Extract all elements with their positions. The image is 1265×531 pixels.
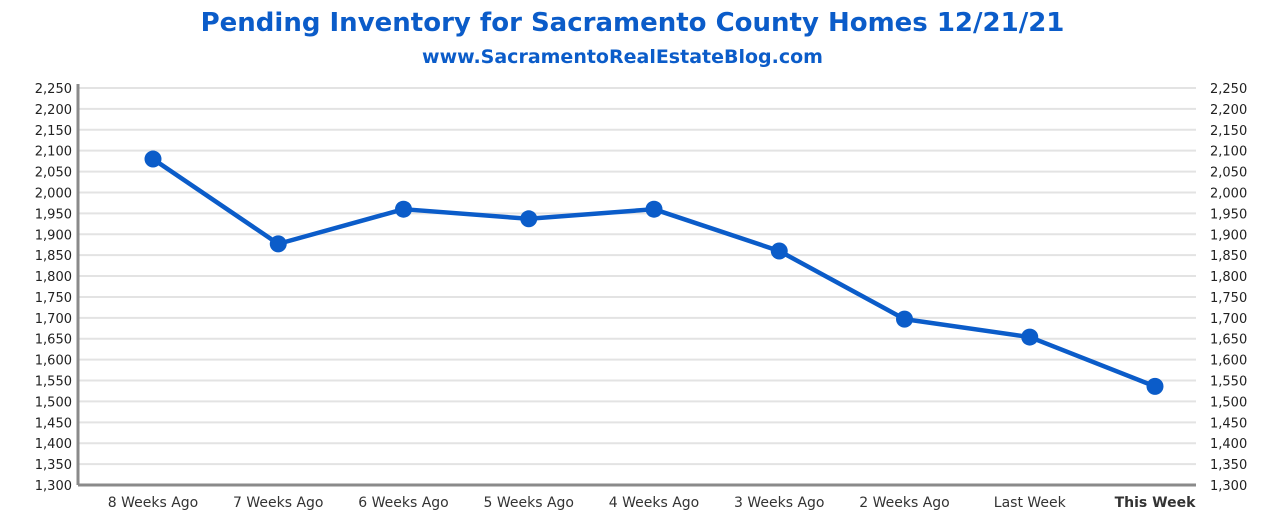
chart-title: Pending Inventory for Sacramento County … (200, 8, 1065, 38)
y-tick-right: 1,600 (1210, 354, 1247, 369)
y-tick-right: 1,400 (1210, 437, 1247, 452)
y-tick-right: 1,750 (1210, 291, 1247, 306)
y-tick-right: 1,500 (1210, 395, 1247, 410)
data-point (395, 200, 412, 218)
y-tick-left: 2,250 (35, 82, 72, 97)
data-point (770, 242, 788, 260)
y-tick-left: 1,600 (35, 354, 72, 369)
y-tick-left: 1,950 (35, 207, 72, 222)
y-tick-left: 2,000 (35, 186, 72, 201)
y-tick-left: 2,050 (35, 166, 72, 181)
x-tick-label: 7 Weeks Ago (233, 495, 324, 511)
y-tick-left: 1,450 (35, 416, 72, 431)
data-point (1146, 377, 1164, 395)
y-tick-right: 1,450 (1210, 416, 1247, 431)
y-tick-right: 2,000 (1210, 186, 1247, 201)
data-point (896, 310, 913, 328)
y-tick-left: 1,350 (35, 458, 72, 473)
x-tick-label: 3 Weeks Ago (734, 495, 825, 511)
data-point (269, 235, 287, 253)
y-tick-right: 1,850 (1210, 249, 1247, 264)
y-tick-right: 1,950 (1210, 207, 1247, 222)
y-tick-right: 1,300 (1210, 479, 1247, 494)
y-tick-left: 1,700 (35, 312, 72, 327)
y-tick-left: 2,150 (35, 124, 72, 139)
y-tick-right: 1,350 (1210, 458, 1247, 473)
y-tick-left: 1,400 (35, 437, 72, 452)
data-point (645, 200, 663, 218)
y-tick-right: 2,250 (1210, 82, 1247, 97)
y-tick-right: 2,050 (1210, 166, 1247, 181)
y-tick-left: 1,750 (35, 291, 72, 306)
y-tick-right: 1,650 (1210, 333, 1247, 348)
y-tick-left: 1,500 (35, 395, 72, 410)
y-tick-right: 2,200 (1210, 103, 1247, 118)
y-tick-right: 2,150 (1210, 124, 1247, 139)
y-tick-left: 1,300 (35, 479, 72, 494)
y-tick-right: 1,550 (1210, 375, 1247, 390)
y-tick-left: 2,200 (35, 103, 72, 118)
y-tick-right: 1,900 (1210, 228, 1247, 243)
x-tick-label: Last Week (994, 495, 1067, 511)
y-tick-right: 1,800 (1210, 270, 1247, 285)
x-tick-label: 5 Weeks Ago (484, 495, 575, 511)
y-tick-right: 2,100 (1210, 145, 1247, 160)
y-tick-left: 2,100 (35, 145, 72, 160)
y-tick-left: 1,900 (35, 228, 72, 243)
x-tick-label: 2 Weeks Ago (859, 495, 950, 511)
chart-subtitle: www.SacramentoRealEstateBlog.com (422, 46, 823, 68)
y-tick-left: 1,850 (35, 249, 72, 264)
data-point (1021, 328, 1039, 346)
y-tick-left: 1,800 (35, 270, 72, 285)
x-tick-label: This Week (1115, 495, 1196, 511)
y-tick-right: 1,700 (1210, 312, 1247, 327)
data-point (144, 150, 162, 168)
data-point (520, 210, 538, 228)
y-tick-left: 1,550 (35, 375, 72, 390)
x-tick-label: 6 Weeks Ago (358, 495, 449, 511)
x-tick-label: 8 Weeks Ago (108, 495, 199, 511)
y-tick-left: 1,650 (35, 333, 72, 348)
x-tick-label: 4 Weeks Ago (609, 495, 700, 511)
